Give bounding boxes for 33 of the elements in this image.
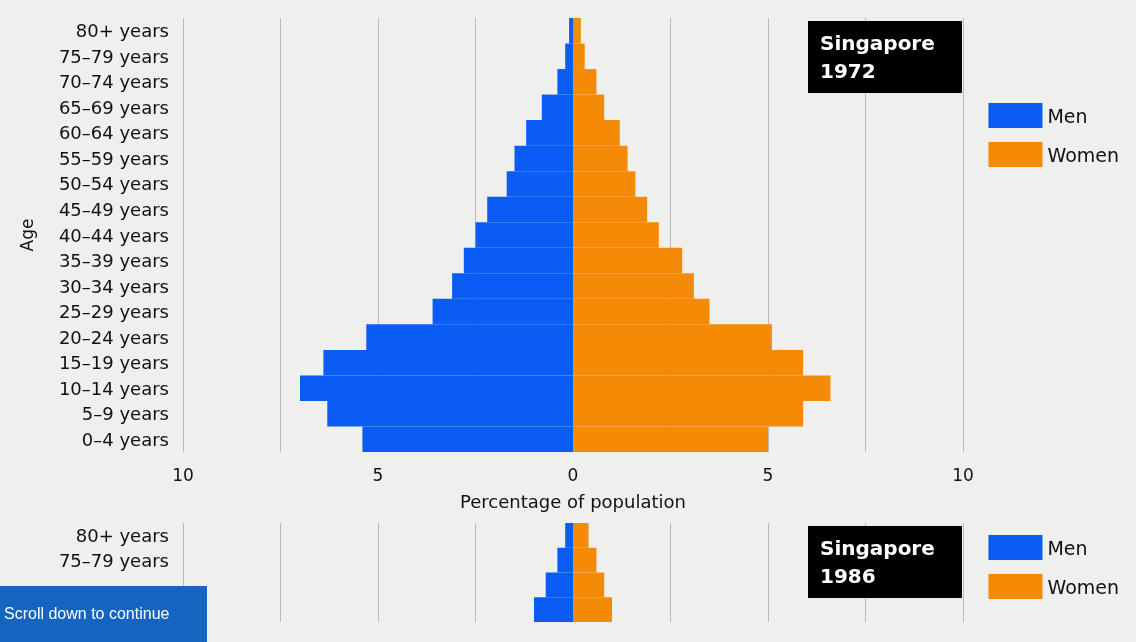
y-tick-label: 50–54 years (58, 173, 169, 195)
y-tick-label: 30–34 years (58, 275, 169, 297)
y-tick-label: 75–79 years (58, 45, 169, 67)
y-tick-label: 25–29 years (58, 301, 169, 323)
y-axis-title: Age (16, 218, 37, 252)
y-tick-label: 80+ years (75, 20, 169, 42)
y-tick-label: 35–39 years (58, 250, 169, 272)
y-tick-label: 20–24 years (58, 326, 169, 348)
y-tick-label: 45–49 years (58, 198, 169, 220)
text: Singapore 1972 (820, 31, 942, 83)
y-tick-label: 60–64 years (58, 122, 169, 144)
y-tick-label: 70–74 years (58, 71, 169, 93)
x-tick-label: 10 (172, 464, 194, 485)
legend-label: Men (1047, 104, 1088, 127)
x-tick-label: 5 (372, 464, 384, 485)
y-tick-label: 15–19 years (58, 352, 169, 374)
y-tick-label: 65–69 years (58, 96, 169, 118)
x-tick-label: 10 (952, 464, 974, 485)
y-tick-label: 5–9 years (81, 403, 169, 425)
legend-label: Men (1047, 536, 1088, 559)
y-tick-label: 80+ years (75, 524, 169, 546)
legend-label: Women (1047, 575, 1120, 598)
y-tick-label: 55–59 years (58, 147, 169, 169)
y-tick-label: 75–79 years (58, 549, 169, 571)
x-tick-label: 0 (567, 464, 579, 485)
y-tick-label: 0–4 years (81, 428, 169, 450)
x-axis-title: Percentage of population (460, 490, 686, 512)
x-tick-label: 5 (762, 464, 774, 485)
text: Singapore 1986 (820, 536, 942, 588)
y-tick-label: 40–44 years (58, 224, 169, 246)
scroll-button: Scroll down to continue (0, 586, 207, 642)
y-tick-label: 10–14 years (58, 377, 169, 399)
legend-label: Women (1047, 143, 1120, 166)
